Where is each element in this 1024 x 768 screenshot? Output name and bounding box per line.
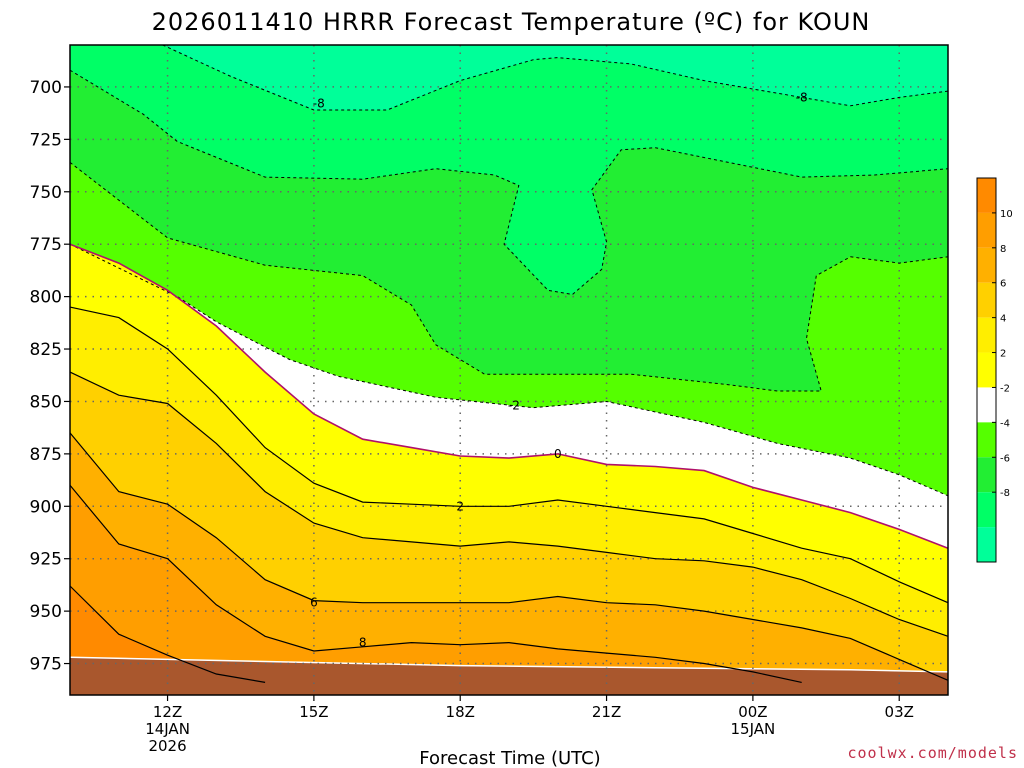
y-tick-label: 775	[30, 235, 62, 255]
y-tick-label: 925	[30, 550, 62, 570]
terrain-polygon	[70, 657, 948, 695]
colorbar-bin	[977, 527, 996, 562]
contour-line-minus8	[84, 44, 949, 111]
contour-line-2	[69, 306, 949, 604]
y-tick-label: 875	[30, 445, 62, 465]
x-tick-sublabel: 15JAN	[731, 720, 776, 738]
y-tick-label: 800	[30, 288, 62, 308]
colorbar-frame	[976, 177, 997, 563]
contour-label-text: -8	[313, 97, 325, 111]
contour-label-text: 0	[554, 447, 562, 461]
y-tick-label: 950	[30, 602, 62, 622]
contour-label-text: -2	[508, 399, 520, 413]
x-tick-label: 00Z	[738, 703, 767, 721]
colorbar-tick-label: -2	[1000, 383, 1010, 394]
contour-line-minus4	[69, 162, 949, 392]
x-tick-label: 18Z	[446, 703, 475, 721]
colorbar-bin	[977, 247, 996, 283]
colorbar-tick-label: -6	[1000, 453, 1010, 464]
contour-line-4	[69, 371, 949, 637]
colorbar-tick-label: 10	[1000, 209, 1013, 220]
terrain-ground	[69, 656, 949, 695]
contour-label: 0	[554, 447, 562, 461]
x-tick-sublabel: 14JAN	[145, 720, 190, 738]
plot-frame	[69, 44, 949, 696]
contour-label: 2	[456, 499, 464, 513]
x-tick-label: 15Z	[299, 703, 328, 721]
contour-label-text: 6	[310, 596, 318, 610]
colorbar-bin	[977, 422, 996, 458]
contour-line-0	[69, 243, 949, 549]
x-tick-sublabel: 2026	[148, 737, 186, 755]
y-tick-label: 725	[30, 130, 62, 150]
x-tick-label: 21Z	[592, 703, 621, 721]
colorbar-bin	[977, 317, 996, 353]
contour-label: 6	[310, 596, 318, 610]
colorbar-bin	[977, 178, 996, 213]
contour-line-8	[69, 484, 802, 683]
chart-title: 2026011410 HRRR Forecast Temperature (ºC…	[152, 8, 871, 36]
colorbar-tick-label: 2	[1000, 349, 1006, 360]
colorbar-bin	[977, 492, 996, 528]
credit-link[interactable]: coolwx.com/models	[847, 744, 1018, 762]
contour-lines	[69, 44, 949, 683]
colorbar-bin	[977, 387, 996, 423]
contour-label-text: 2	[456, 499, 464, 513]
band-8-to-10	[70, 485, 802, 695]
contour-label: -2	[508, 399, 520, 413]
x-tick-label: 12Z	[153, 703, 182, 721]
contour-label: 8	[359, 636, 367, 650]
contour-label-text: -8	[796, 90, 808, 104]
contour-line-minus6	[69, 69, 949, 296]
y-tick-label: 825	[30, 340, 62, 360]
colorbar-tick-label: -8	[1000, 488, 1010, 499]
x-tick-label: 03Z	[885, 703, 914, 721]
x-axis-label: Forecast Time (UTC)	[419, 748, 600, 768]
y-tick-label: 700	[30, 78, 62, 98]
colorbar-tick-label: 6	[1000, 279, 1006, 290]
colorbar-tick-label: 4	[1000, 314, 1006, 325]
colorbar-tick-label: 8	[1000, 244, 1006, 255]
y-tick-label: 850	[30, 392, 62, 412]
band-6-to-8	[70, 432, 948, 695]
contour-label: -8	[796, 90, 808, 104]
contour-line-6	[69, 432, 949, 681]
y-tick-label: 975	[30, 655, 62, 675]
temperature-fill-bands	[70, 45, 948, 695]
colorbar-bin	[977, 212, 996, 248]
colorbar-bin	[977, 457, 996, 493]
contour-line-10	[69, 585, 266, 683]
colorbar-bin	[977, 352, 996, 388]
colorbar-bin	[977, 282, 996, 318]
y-tick-label: 900	[30, 497, 62, 517]
terrain-edge	[69, 656, 949, 673]
y-tick-label: 750	[30, 183, 62, 203]
y-axis: 700 725 750 775 800 825 850 875 900 925 950 975	[30, 78, 70, 675]
colorbar-legend: 10 8 6 4 2 -2 -4 -6 -8	[976, 177, 1013, 563]
contour-label-text: 8	[359, 636, 367, 650]
contour-label: -8	[313, 97, 325, 111]
contour-labels: -8 -8 -2 0 2 6 8	[310, 90, 808, 649]
colorbar-tick-label: -4	[1000, 418, 1010, 429]
